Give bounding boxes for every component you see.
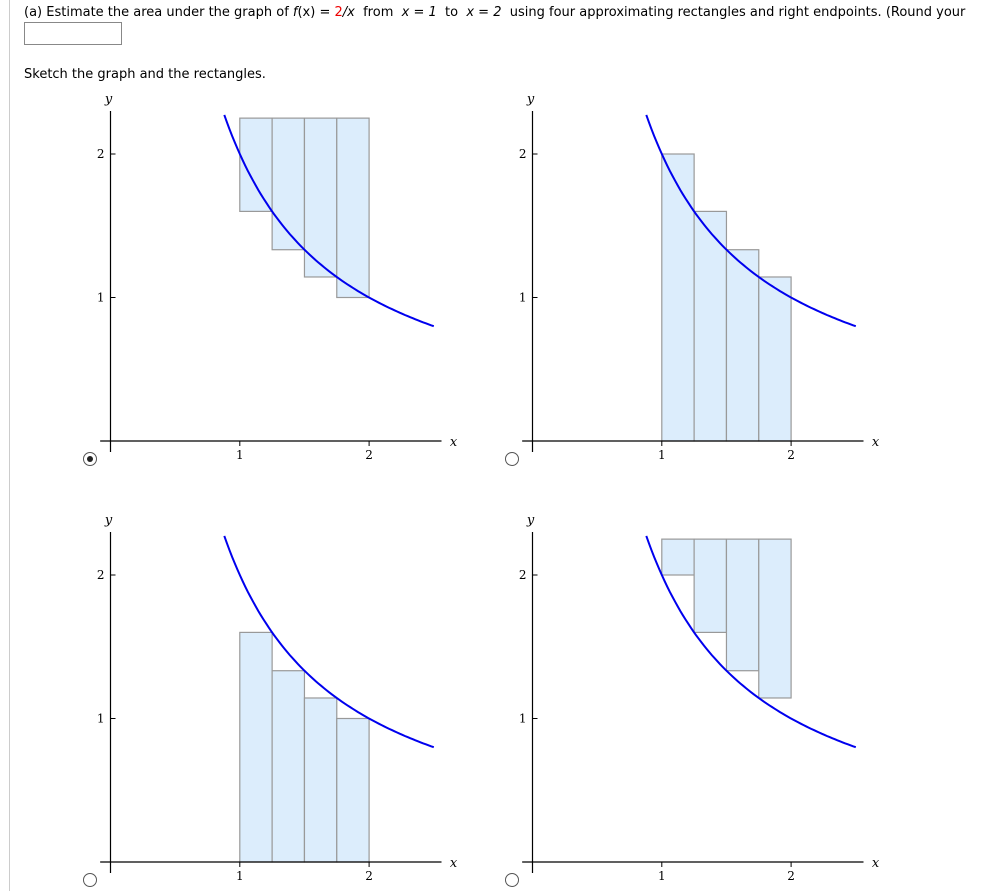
rectangle-2 (693, 538, 728, 634)
y-axis-label: y (104, 92, 113, 107)
question-prefix: (a) Estimate the area under the graph of (24, 5, 293, 20)
numerator: 2 (334, 5, 343, 20)
x-tick-label: 2 (787, 869, 795, 883)
function-rest: /x (342, 5, 355, 20)
x-tick-label: 1 (658, 869, 666, 883)
x-tick-label: 1 (236, 448, 244, 462)
radio-option-1[interactable] (83, 452, 97, 466)
rectangle-4 (758, 538, 792, 699)
radio-option-4[interactable] (505, 873, 519, 887)
graph-option-2: 1 2 1 2 x y (519, 92, 880, 462)
y-tick-label: 2 (97, 568, 105, 582)
rectangle-3 (725, 249, 760, 442)
question-suffix: using four approximating rectangles and … (501, 5, 966, 20)
x-tick-label: 2 (787, 448, 795, 462)
y-tick-label: 2 (97, 147, 105, 161)
rectangle-4 (336, 717, 370, 863)
y-axis-label: y (104, 513, 113, 528)
y-tick-label: 2 (519, 568, 527, 582)
curve-2-over-x (645, 535, 857, 749)
rectangle-1 (661, 153, 695, 442)
rectangle-2 (271, 117, 306, 251)
y-tick-label: 1 (519, 712, 527, 726)
x-axis-label: x (450, 856, 458, 871)
y-tick-label: 1 (97, 712, 105, 726)
x-axis-label: x (450, 435, 458, 450)
instruction-text: Sketch the graph and the rectangles. (24, 67, 266, 82)
left-border (9, 0, 10, 891)
x-tick-label: 1 (658, 448, 666, 462)
question-text: (a) Estimate the area under the graph of… (24, 5, 965, 20)
rectangle-1 (239, 631, 273, 863)
graph-option-3: 1 2 1 2 x y (97, 513, 458, 883)
rectangle-3 (725, 538, 760, 672)
lower-bound: x = 1 (401, 5, 437, 20)
graph-option-1: 1 2 1 2 x y (97, 92, 458, 462)
rectangle-4 (758, 276, 792, 442)
rectangle-3 (303, 697, 338, 863)
x-axis-label: x (872, 856, 880, 871)
x-tick-label: 2 (365, 448, 373, 462)
rectangle-3 (303, 117, 338, 278)
y-tick-label: 1 (97, 291, 105, 305)
radio-option-3[interactable] (83, 873, 97, 887)
function-open: (x) = (297, 5, 335, 20)
curve-2-over-x (223, 535, 435, 749)
y-tick-label: 1 (519, 291, 527, 305)
radio-option-2[interactable] (505, 452, 519, 466)
y-axis-label: y (526, 513, 535, 528)
rectangle-4 (336, 117, 370, 299)
graph-option-4: 1 2 1 2 x y (519, 513, 880, 883)
upper-bound: x = 2 (466, 5, 502, 20)
curve-2-over-x (223, 114, 435, 328)
function-name: f (292, 5, 298, 20)
y-axis-label: y (526, 92, 535, 107)
y-tick-label: 2 (519, 147, 527, 161)
x-tick-label: 1 (236, 869, 244, 883)
curve-2-over-x (645, 114, 857, 328)
x-axis-label: x (872, 435, 880, 450)
x-tick-label: 2 (365, 869, 373, 883)
rectangle-1 (661, 538, 695, 576)
rectangle-2 (271, 670, 306, 863)
from-word: from (354, 5, 402, 20)
to-word: to (436, 5, 467, 20)
answer-input[interactable] (24, 22, 122, 45)
